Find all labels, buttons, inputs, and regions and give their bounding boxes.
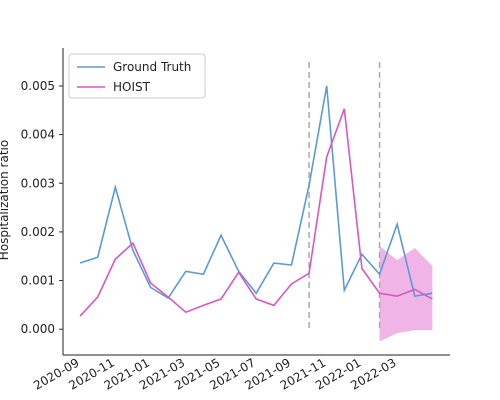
series-line [79,85,433,300]
y-axis-label: Hospitalization ratio [0,140,11,260]
legend-label: HOIST [113,80,151,94]
y-tick-label: 0.003 [21,176,55,190]
legend-label: Ground Truth [113,60,191,74]
uncertainty-band [379,246,433,342]
y-tick-label: 0.001 [21,274,55,288]
y-tick-label: 0.004 [21,128,55,142]
y-tick-label: 0.005 [21,79,55,93]
series-line [79,108,433,317]
y-tick-label: 0.000 [21,322,55,336]
y-tick-label: 0.002 [21,225,55,239]
